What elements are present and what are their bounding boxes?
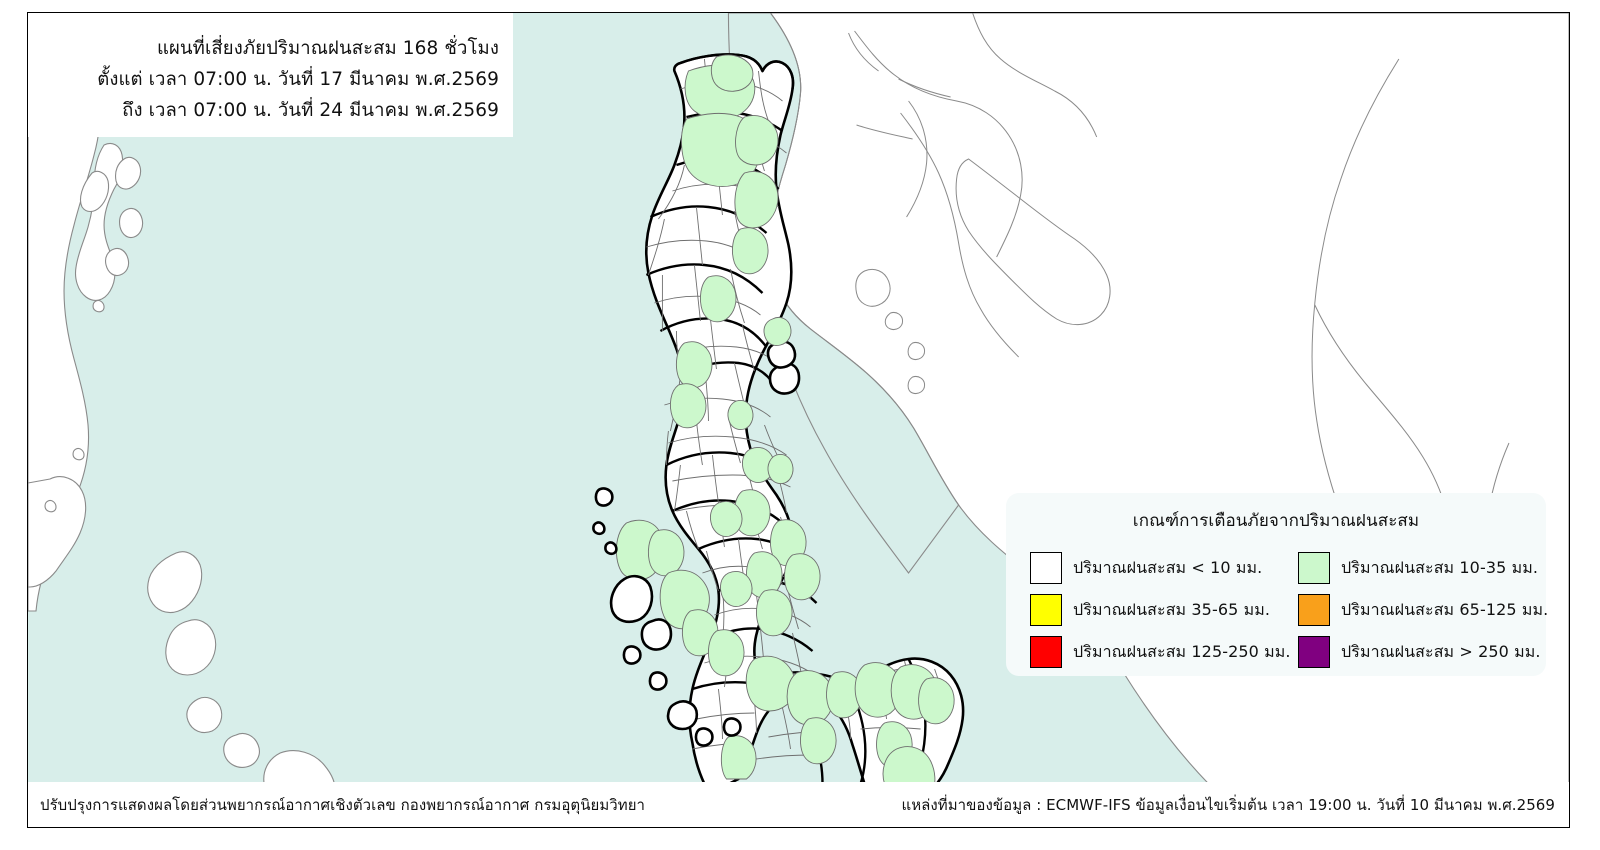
legend-label-10-35: ปริมาณฝนสะสม 10-35 มม. [1341, 557, 1539, 577]
highlight-district [745, 655, 796, 712]
legend-swatch-lt10 [1030, 552, 1062, 584]
island-langkawi-west [165, 619, 217, 676]
island-small-a [594, 487, 614, 507]
highlight-district [800, 717, 837, 765]
island-tarutao-west [147, 551, 203, 614]
island-mergui-1 [119, 207, 144, 239]
footer-source: แหล่งที่มาของข้อมูล : ECMWF-IFS ข้อมูลเง… [901, 795, 1555, 814]
island-samui [768, 362, 801, 395]
island-small-b [592, 521, 606, 536]
island-large-west [28, 476, 87, 588]
island-highlight-tao [763, 316, 792, 346]
border-inner-1 [898, 78, 951, 98]
island-small-west-c [44, 499, 57, 513]
legend-label-65-125: ปริมาณฝนสะสม 65-125 มม. [1341, 599, 1549, 619]
highlight-district [784, 553, 821, 601]
legend-item-125-250[interactable]: ปริมาณฝนสะสม 125-250 มม. [1030, 631, 1298, 673]
highlight-district [676, 341, 713, 389]
island-small-3 [907, 376, 926, 394]
island-lanta [640, 618, 673, 651]
highlight-district [710, 500, 743, 538]
highlight-district [918, 677, 955, 725]
title-line-2: ตั้งแต่ เวลา 07:00 น. วันที่ 17 มีนาคม พ… [97, 69, 499, 90]
island-small-g [722, 717, 742, 737]
legend-panel: เกณฑ์การเตือนภัยจากปริมาณฝนสะสม ปริมาณฝน… [1006, 493, 1548, 676]
legend-label-125-250: ปริมาณฝนสะสม 125-250 มม. [1073, 641, 1291, 661]
legend-label-35-65: ปริมาณฝนสะสม 35-65 มม. [1073, 599, 1271, 619]
island-mergui-2 [105, 247, 130, 277]
legend-swatch-gt250 [1298, 636, 1330, 668]
highlight-district [727, 400, 754, 430]
legend-item-gt250[interactable]: ปริมาณฝนสะสม > 250 มม. [1298, 631, 1569, 673]
legend-swatch-10-35 [1298, 552, 1330, 584]
highlight-district [708, 629, 745, 677]
lake-tonle-sap [955, 158, 1111, 325]
island-andaman-2 [115, 156, 142, 190]
legend-item-lt10[interactable]: ปริมาณฝนสะสม < 10 มม. [1030, 547, 1298, 589]
coast-cambodia-south [900, 112, 1019, 358]
title-line-3: ถึง เวลา 07:00 น. วันที่ 24 มีนาคม พ.ศ.2… [122, 100, 499, 121]
highlight-district [756, 589, 793, 637]
border-inner-2 [906, 100, 928, 218]
map-title-box: แผนที่เสี่ยงภัยปริมาณฝนสะสม 168 ชั่วโมง … [28, 13, 513, 137]
highlight-district [669, 383, 707, 429]
footer-credit: ปรับปรุงการแสดงผลโดยส่วนพยากรณ์อากาศเชิง… [40, 795, 646, 814]
highlight-district [710, 54, 754, 92]
highlight-district [647, 529, 685, 577]
highlight-district [854, 662, 902, 718]
island-phuket [609, 574, 654, 624]
island-small-d [622, 645, 642, 665]
highlight-district [882, 746, 936, 784]
island-small-c [604, 541, 618, 556]
island-small-h [694, 727, 714, 747]
border-laos-segment [972, 13, 1098, 138]
island-sumatra-tip [263, 750, 335, 784]
highlight-district [720, 570, 753, 608]
legend-item-65-125[interactable]: ปริมาณฝนสะสม 65-125 มม. [1298, 589, 1569, 631]
highlight-district [720, 735, 757, 780]
legend-grid: ปริมาณฝนสะสม < 10 มม. ปริมาณฝนสะสม 10-35… [1006, 547, 1548, 673]
highlight-district [767, 454, 794, 484]
legend-title: เกณฑ์การเตือนภัยจากปริมาณฝนสะสม [1132, 511, 1420, 531]
island-andaman-1 [79, 170, 110, 213]
island-phangan [766, 340, 797, 369]
legend-label-gt250: ปริมาณฝนสะสม > 250 มม. [1341, 641, 1541, 661]
highlight-district [735, 115, 779, 166]
island-small-2 [907, 342, 926, 360]
legend-swatch-125-250 [1030, 636, 1062, 668]
legend-swatch-35-65 [1030, 594, 1062, 626]
border-coast-gulf-north [848, 32, 879, 72]
thailand-peninsula-group [592, 53, 965, 784]
border-inner-3 [856, 124, 913, 140]
island-small-f [666, 700, 699, 731]
border-cambodia-thailand [854, 30, 1023, 258]
island-small-west-b [72, 447, 85, 461]
legend-item-35-65[interactable]: ปริมาณฝนสะสม 35-65 มม. [1030, 589, 1298, 631]
highlight-district [732, 227, 769, 275]
island-mid-west-2 [223, 732, 260, 768]
legend-label-lt10: ปริมาณฝนสะสม < 10 มม. [1073, 557, 1263, 577]
island-koh-chang [855, 268, 891, 307]
island-small-1 [884, 312, 904, 330]
myanmar-islands-group [28, 13, 335, 784]
peninsula-islands-group [592, 316, 801, 747]
footer-bar: ปรับปรุงการแสดงผลโดยส่วนพยากรณ์อากาศเชิง… [28, 782, 1569, 827]
highlight-district [826, 671, 863, 719]
legend-swatch-65-125 [1298, 594, 1330, 626]
highlight-district [734, 171, 779, 229]
legend-item-10-35[interactable]: ปริมาณฝนสะสม 10-35 มม. [1298, 547, 1569, 589]
map-frame: .land { fill:#ffffff; stroke:#8a8a8a; st… [27, 12, 1570, 828]
map-canvas[interactable]: .land { fill:#ffffff; stroke:#8a8a8a; st… [28, 13, 1569, 784]
title-line-1: แผนที่เสี่ยงภัยปริมาณฝนสะสม 168 ชั่วโมง [156, 38, 499, 59]
island-small-e [648, 671, 668, 691]
island-small-west-a [92, 299, 105, 313]
island-mid-west-1 [186, 696, 223, 734]
highlight-district [742, 446, 775, 484]
highlight-district [700, 275, 737, 323]
rainfall-highlight-group [615, 54, 955, 784]
